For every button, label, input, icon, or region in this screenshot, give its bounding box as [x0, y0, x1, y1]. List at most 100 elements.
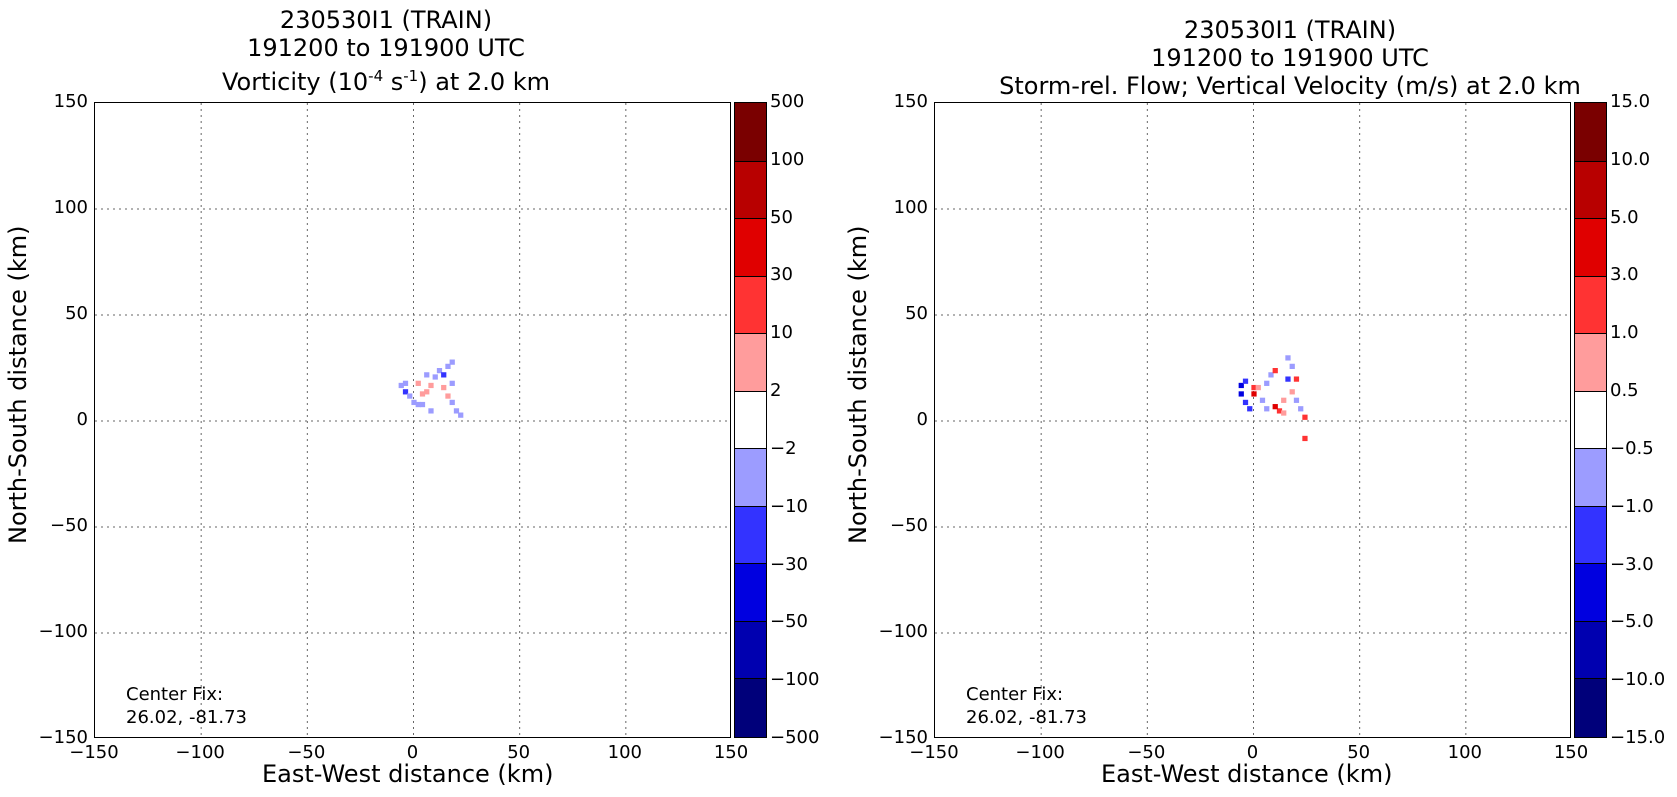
data-cell	[415, 380, 421, 386]
title-line-3-pre: Vorticity (10	[221, 68, 369, 96]
title-line-3: Vorticity (10-4 s-1) at 2.0 km	[186, 62, 586, 96]
y-tick-label: 50	[65, 303, 88, 324]
data-cell	[1242, 378, 1249, 384]
data-cell	[1281, 410, 1287, 416]
colorbar-tick-label: −10	[770, 495, 808, 517]
colorbar-tick-label: 30	[770, 264, 793, 286]
x-tick-label: 150	[1553, 742, 1589, 763]
y-tick-label: −150	[38, 727, 88, 748]
y-tick-label: 100	[53, 197, 88, 218]
data-cell	[424, 389, 430, 395]
y-tick-label: 150	[53, 91, 88, 112]
title-line-1: 230530I1 (TRAIN)	[279, 6, 493, 34]
plot-svg	[95, 103, 730, 737]
title-line-1: 230530I1 (TRAIN)	[1183, 16, 1397, 44]
colorbar-tick-label: 1.0	[1610, 322, 1639, 344]
colorbar-segment	[1575, 103, 1606, 162]
x-axis-label-2: East-West distance (km)	[1101, 760, 1393, 788]
data-cell	[445, 393, 451, 399]
colorbar-segment	[735, 333, 766, 392]
data-cell	[1264, 380, 1270, 386]
data-cell	[1238, 382, 1244, 389]
data-cell	[1251, 391, 1257, 397]
chart-title: 230530I1 (TRAIN) 191200 to 191900 UTC Vo…	[186, 6, 586, 96]
colorbar-segment	[1575, 333, 1606, 392]
title-line-2: 191200 to 191900 UTC	[1151, 44, 1429, 72]
data-cell	[432, 374, 438, 380]
data-cell	[1238, 391, 1244, 397]
colorbar-tick-label: −30	[770, 553, 808, 575]
x-tick-label: 100	[1447, 742, 1482, 763]
center-fix-annotation-2: Center Fix: 26.02, -81.73	[966, 683, 1087, 729]
center-fix-value: 26.02, -81.73	[126, 707, 247, 728]
title-line-2: 191200 to 191900 UTC	[247, 34, 525, 62]
data-cell	[411, 399, 417, 406]
x-tick-label: 100	[607, 742, 642, 763]
colorbar-tick-label: 500	[770, 91, 805, 112]
y-tick-label: 0	[916, 409, 928, 430]
data-cell	[419, 391, 426, 397]
x-tick-label: −50	[1127, 742, 1166, 763]
data-cell	[1285, 355, 1291, 361]
colorbar-tick-label: −2	[770, 437, 797, 459]
colorbar-tick-label: 15.0	[1610, 91, 1651, 112]
center-fix-label: Center Fix:	[126, 684, 224, 705]
y-axis-label-2: North-South distance (km)	[844, 225, 872, 545]
data-cell	[453, 408, 460, 414]
data-cell	[1281, 397, 1287, 403]
colorbar-segment	[1575, 275, 1606, 335]
colorbar-segment	[1575, 390, 1606, 450]
colorbar-tick-label: −3.0	[1610, 553, 1654, 575]
colorbar-segment	[735, 563, 766, 622]
data-cell	[428, 408, 434, 414]
y-tick-label: 0	[76, 409, 88, 430]
colorbar-tick-label: −1.0	[1610, 495, 1654, 517]
x-tick-label: 50	[507, 742, 531, 763]
data-cell	[441, 372, 447, 378]
colorbar-2	[1574, 102, 1607, 738]
colorbar-tick-label: −500	[770, 727, 820, 748]
data-cell	[449, 359, 455, 365]
data-cell	[1293, 397, 1300, 403]
data-cell	[1302, 414, 1308, 420]
data-cell	[449, 380, 455, 386]
colorbar-segment	[735, 390, 766, 450]
data-cell	[1293, 376, 1300, 382]
colorbar-segment	[1575, 218, 1606, 277]
data-cell	[1259, 397, 1266, 403]
data-cell	[436, 368, 443, 374]
data-cell	[1264, 406, 1270, 412]
data-cell	[402, 380, 409, 386]
data-cell	[428, 382, 434, 389]
data-cell	[424, 372, 430, 378]
colorbar-tick-label: 10.0	[1610, 148, 1651, 170]
x-tick-label: −150	[69, 742, 119, 763]
x-tick-label: −150	[909, 742, 959, 763]
data-cell	[415, 401, 421, 408]
y-axis-label: North-South distance (km)	[4, 225, 32, 545]
y-tick-label: −50	[50, 515, 88, 536]
title-line-3-sup1: -4	[368, 67, 384, 85]
data-cell	[1255, 384, 1261, 391]
colorbar-segment	[735, 160, 766, 220]
colorbar-tick-label: −10.0	[1610, 669, 1666, 691]
plot-area	[94, 102, 731, 738]
data-cell	[1302, 435, 1308, 442]
colorbar-tick-label: −15.0	[1610, 727, 1666, 748]
title-line-3-mid: s	[383, 68, 404, 96]
colorbar	[734, 102, 767, 738]
data-cell	[407, 393, 413, 399]
data-cell	[402, 389, 409, 395]
colorbar-tick-label: 2	[770, 380, 782, 402]
title-line-3-post: ) at 2.0 km	[418, 68, 551, 96]
data-cell	[1289, 389, 1295, 395]
data-cell	[419, 401, 426, 408]
colorbar-tick-label: −100	[770, 669, 820, 691]
colorbar-segment	[735, 505, 766, 565]
colorbar-segment	[1575, 160, 1606, 220]
data-cell	[1251, 384, 1257, 391]
colorbar-segment	[1575, 620, 1606, 680]
data-cell	[398, 382, 404, 389]
x-tick-label: 0	[406, 742, 419, 763]
data-cell	[1298, 406, 1304, 412]
